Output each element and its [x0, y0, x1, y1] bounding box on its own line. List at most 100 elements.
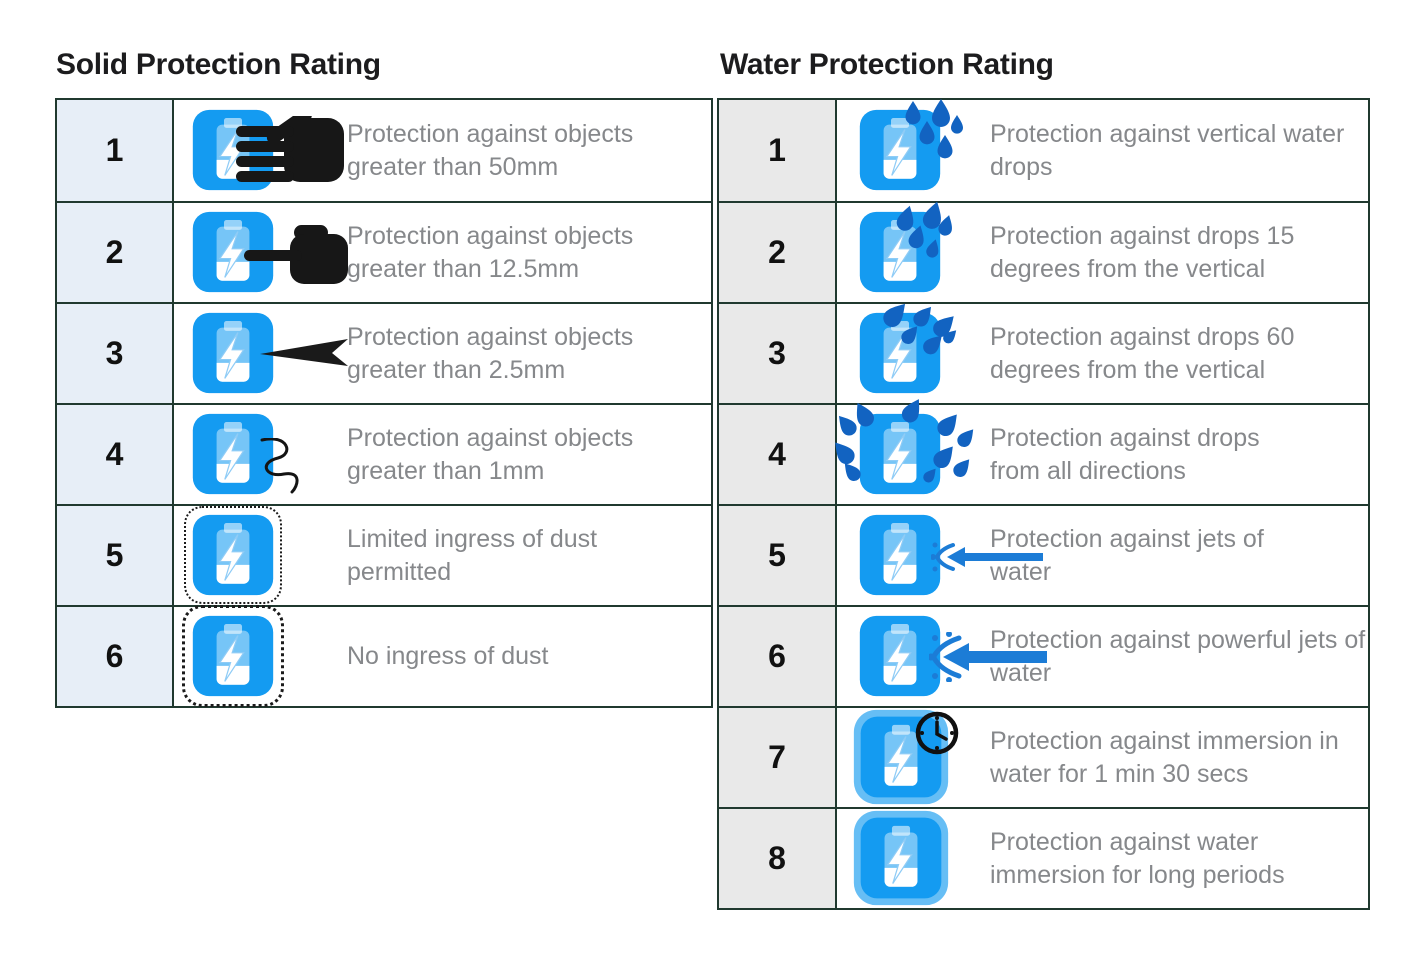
rating-cell: 3 — [719, 304, 837, 403]
table-row: 7 Protection against immersion in water … — [719, 706, 1368, 807]
battery-powerful-jet-icon — [837, 606, 1047, 707]
rating-cell: 4 — [719, 405, 837, 504]
battery-drops-15deg-icon — [837, 202, 990, 303]
rating-detail-cell: Protection against objects greater than … — [174, 203, 711, 302]
table-row: 1 Protection against vertical water drop… — [719, 100, 1368, 201]
water-jet-arrow-icon — [931, 542, 1043, 572]
water-drop-icon — [935, 134, 955, 161]
battery-dust-limited-icon — [174, 505, 347, 606]
battery-tile-icon — [192, 615, 274, 697]
rating-detail-cell: Protection against drops 60 degrees from… — [837, 304, 1368, 403]
rating-description: Protection against objects greater than … — [347, 423, 634, 485]
battery-water-jet-icon — [837, 505, 1043, 606]
battery-dust-sealed-icon — [174, 605, 347, 707]
rating-number: 1 — [105, 132, 124, 168]
rating-description: Protection against objects greater than … — [347, 119, 634, 181]
rating-cell: 1 — [719, 100, 837, 201]
rating-cell: 5 — [57, 506, 174, 605]
table-row: 1 Protection against objects greater tha… — [57, 100, 711, 201]
pointing-finger-icon — [244, 225, 348, 284]
battery-drops-all-icon — [837, 404, 990, 505]
water-drop-icon — [917, 120, 937, 147]
rating-number: 3 — [105, 335, 124, 371]
rating-detail-cell: Protection against objects greater than … — [174, 100, 711, 201]
rating-cell: 7 — [719, 708, 837, 807]
rating-description: Protection against water immersion for l… — [990, 827, 1285, 889]
rating-detail-cell: Protection against immersion in water fo… — [837, 708, 1368, 807]
rating-cell: 4 — [57, 405, 174, 504]
rating-description: Limited ingress of dust permitted — [347, 524, 598, 586]
rating-cell: 8 — [719, 809, 837, 908]
rating-description: Protection against objects greater than … — [347, 322, 634, 384]
rating-detail-cell: Protection against objects greater than … — [174, 304, 711, 403]
table-row: 4 Protection against objects greater tha… — [57, 403, 711, 504]
dust-dotted-outline-icon — [184, 506, 282, 604]
rating-number: 4 — [768, 436, 786, 472]
solid-protection-table: 1 Protection against objects greater tha… — [55, 98, 713, 708]
water-table-title: Water Protection Rating — [720, 48, 1054, 81]
battery-drops-60deg-icon — [837, 303, 990, 404]
table-row: 5 Prot — [719, 504, 1368, 605]
rating-description: Protection against drops 15 degrees from… — [990, 221, 1295, 283]
rating-detail-cell: Protection against drops 15 degrees from… — [837, 203, 1368, 302]
rating-detail-cell: Protection against water immersion for l… — [837, 809, 1368, 908]
rating-cell: 2 — [57, 203, 174, 302]
table-row: 8 Protection against water immersion for… — [719, 807, 1368, 908]
battery-immersion-timed-icon — [837, 707, 990, 808]
rating-description: Protection against drops 60 degrees from… — [990, 322, 1295, 384]
table-row: 3 Protection against drops 60 degrees fr… — [719, 302, 1368, 403]
dust-dotted-outline-icon — [182, 605, 284, 707]
rating-detail-cell: Protection against jets of water — [837, 506, 1368, 605]
rating-number: 4 — [105, 436, 124, 472]
rating-number: 6 — [768, 638, 786, 674]
hand-icon — [236, 116, 344, 182]
battery-tile-icon — [192, 514, 274, 596]
rating-cell: 5 — [719, 506, 837, 605]
table-row: 2 Protection against drops 15 degrees fr… — [719, 201, 1368, 302]
rating-description: Protection against objects greater than … — [347, 221, 634, 283]
rating-detail-cell: Protection against powerful jets of wate… — [837, 607, 1368, 706]
rating-number: 6 — [105, 638, 124, 674]
rating-cell: 3 — [57, 304, 174, 403]
table-row: 3 Protection against objects greater tha… — [57, 302, 711, 403]
rating-detail-cell: Protection against drops from all direct… — [837, 405, 1368, 504]
rating-cell: 1 — [57, 100, 174, 201]
rating-cell: 2 — [719, 203, 837, 302]
table-row: 5 Limited ingress of dust permitted — [57, 504, 711, 605]
rating-detail-cell: Protection against vertical water drops — [837, 100, 1368, 201]
rating-number: 1 — [768, 132, 786, 168]
solid-table-title: Solid Protection Rating — [56, 48, 381, 81]
rating-detail-cell: Protection against objects greater than … — [174, 405, 711, 504]
battery-tool-icon — [174, 303, 348, 404]
clock-icon — [913, 709, 961, 757]
rating-number: 5 — [768, 537, 786, 573]
rating-number: 2 — [105, 234, 124, 270]
rating-description: Protection against powerful jets of wate… — [990, 625, 1366, 687]
water-protection-table: 1 Protection against vertical water drop… — [717, 98, 1370, 910]
battery-wire-icon — [174, 404, 347, 505]
battery-hand-icon — [174, 100, 347, 201]
rating-number: 3 — [768, 335, 786, 371]
battery-immersion-long-icon — [837, 808, 990, 909]
rating-number: 2 — [768, 234, 786, 270]
battery-vertical-drops-icon — [837, 100, 990, 201]
rating-detail-cell: Limited ingress of dust permitted — [174, 506, 711, 605]
rating-description: Protection against immersion in water fo… — [990, 726, 1339, 788]
rating-cell: 6 — [719, 607, 837, 706]
table-row: 4 Protection against drops from all dir — [719, 403, 1368, 504]
water-drop-icon — [949, 114, 965, 136]
rating-number: 7 — [768, 739, 786, 775]
tool-tip-icon — [260, 339, 348, 366]
rating-detail-cell: No ingress of dust — [174, 605, 711, 707]
battery-tile-icon — [859, 514, 941, 596]
rating-number: 5 — [105, 537, 124, 573]
rating-number: 8 — [768, 840, 786, 876]
rating-description: Protection against vertical water drops — [990, 119, 1345, 181]
rating-description: No ingress of dust — [347, 642, 549, 670]
table-row: 6 — [719, 605, 1368, 706]
rating-description: Protection against drops from all direct… — [990, 423, 1260, 485]
powerful-jet-arrow-icon — [929, 632, 1047, 682]
battery-tile-icon — [853, 810, 949, 906]
rating-cell: 6 — [57, 607, 174, 706]
